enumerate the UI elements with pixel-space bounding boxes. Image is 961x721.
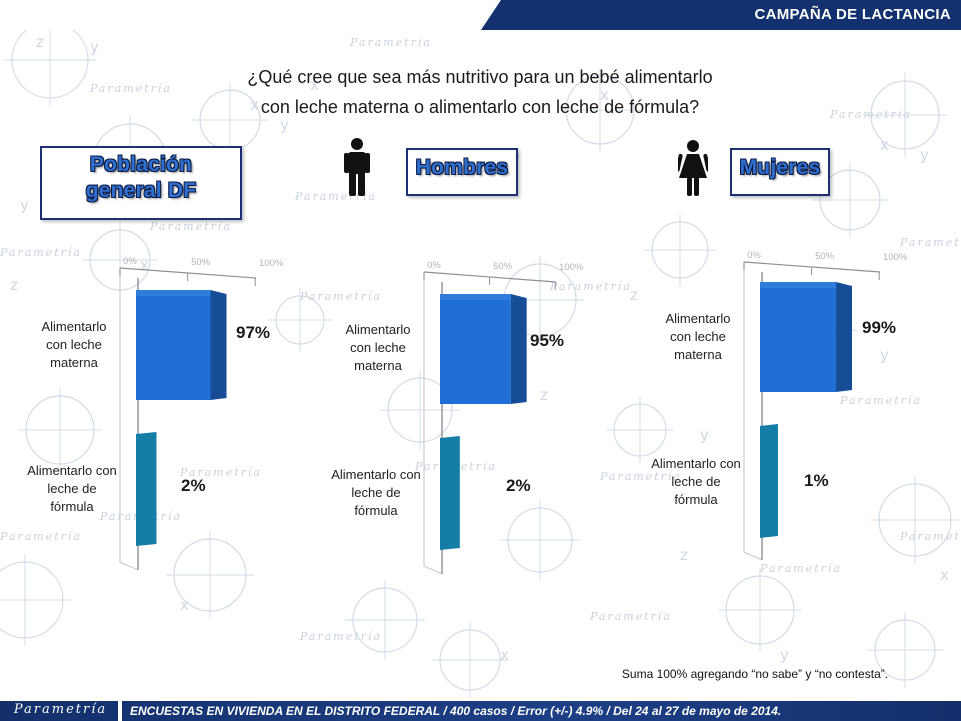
female-person-icon <box>675 140 711 201</box>
question-line-2: con leche materna o alimentarlo con lech… <box>260 97 700 117</box>
tick-label-mujeres: 100% <box>883 252 908 263</box>
watermark-letter: x <box>310 76 319 94</box>
watermark-letter: y <box>700 426 709 444</box>
section-box-mujeres: Mujeres <box>730 148 830 196</box>
watermark-text: Parametría <box>599 470 682 483</box>
watermark-letter: y <box>880 346 889 364</box>
watermark-text: Parametría <box>829 108 912 121</box>
watermark-text: Parametría <box>899 530 961 543</box>
footer-separator <box>118 701 122 721</box>
cat-label-hombres-formula: Alimentarlo con leche de fórmula <box>331 467 421 518</box>
question-line-1: ¿Qué cree que sea más nutritivo para un … <box>247 67 713 87</box>
tick-label-hombres: 100% <box>559 262 584 273</box>
bar-formula-mujeres <box>760 424 778 538</box>
value-label-poblacion-formula: 2% <box>181 476 206 495</box>
watermark-text: Parametría <box>299 630 382 643</box>
value-label-poblacion-materna: 97% <box>236 323 271 342</box>
tick-label-mujeres: 0% <box>747 250 761 261</box>
watermark-text: Parametría <box>299 290 382 303</box>
watermark-text: Parametría <box>89 82 172 95</box>
bar-highlight-poblacion <box>136 290 211 296</box>
watermark-letter: z <box>10 276 18 294</box>
value-label-mujeres-formula: 1% <box>804 471 829 490</box>
tick-label-poblacion: 0% <box>123 256 137 267</box>
footer-survey-info: ENCUESTAS EN VIVIENDA EN EL DISTRITO FED… <box>130 704 782 718</box>
watermark-letter: x <box>500 646 509 664</box>
watermark-letter: y <box>90 38 99 56</box>
bar-materna-poblacion <box>136 290 211 400</box>
watermark-text: Parametría <box>899 236 961 249</box>
header-bar: CAMPAÑA DE LACTANCIA <box>0 0 961 30</box>
watermark-letter: y <box>920 146 929 164</box>
watermark-letter: z <box>680 546 688 564</box>
male-person-icon <box>344 138 370 201</box>
section-box-hombres: Hombres <box>406 148 518 196</box>
watermark-text: Parametría <box>149 220 232 233</box>
value-label-hombres-materna: 95% <box>530 331 565 350</box>
watermark-letter: x <box>600 86 609 104</box>
tick-label-mujeres: 50% <box>815 251 835 262</box>
section-title-hombres: Hombres <box>415 156 509 179</box>
bar-materna-hombres <box>440 294 511 404</box>
watermark-text: Parametría <box>349 36 432 49</box>
watermark-text: Parametría <box>179 466 262 479</box>
watermark-letter: y <box>280 116 289 134</box>
chart-wall-hombres <box>423 272 443 575</box>
bar-side-materna-poblacion <box>210 290 227 400</box>
watermark-text: Parametría <box>759 562 842 575</box>
tick-label-hombres: 50% <box>493 261 513 272</box>
cat-label-mujeres-formula: Alimentarlo con leche de fórmula <box>651 456 741 507</box>
footnote: Suma 100% agregando “no sabe” y “no cont… <box>621 667 889 681</box>
bar-chart-mujeres: 0% 50% 100% <box>743 250 908 561</box>
chart-wall-poblacion <box>119 268 139 571</box>
bar-chart-hombres: 0% 50% 100% <box>423 260 584 575</box>
value-label-mujeres-materna: 99% <box>862 318 897 337</box>
section-title-mujeres: Mujeres <box>739 156 821 179</box>
watermark-letter: x <box>180 596 189 614</box>
header-tab <box>481 0 961 30</box>
watermark-letter: y <box>20 196 29 214</box>
campaign-title: CAMPAÑA DE LACTANCIA <box>754 6 951 23</box>
watermark-letter: x <box>940 566 949 584</box>
bar-formula-hombres <box>440 436 460 550</box>
watermark-text: Parametría <box>0 246 82 259</box>
cat-label-mujeres-materna: Alimentarlo con leche materna <box>665 311 731 362</box>
watermark-text: Parametría <box>839 394 922 407</box>
tick-label-poblacion: 100% <box>259 258 284 269</box>
cat-label-hombres-materna: Alimentarlo con leche materna <box>345 322 411 373</box>
cat-label-poblacion-materna: Alimentarlo con leche materna <box>41 319 107 370</box>
section-title-poblacion: Población general DF <box>85 153 197 202</box>
watermark-text: Parametría <box>549 280 632 293</box>
watermark-letter: z <box>630 286 638 304</box>
bar-materna-mujeres <box>760 282 837 392</box>
watermark-letter: y <box>780 646 789 664</box>
section-box-poblacion: Población general DF <box>40 146 242 220</box>
tick-label-poblacion: 50% <box>191 257 211 268</box>
value-label-hombres-formula: 2% <box>506 476 531 495</box>
watermark-letter: x <box>250 96 259 114</box>
watermark-letter: z <box>540 386 548 404</box>
bar-side-materna-mujeres <box>836 282 853 392</box>
bar-formula-poblacion <box>136 432 157 546</box>
bar-highlight-mujeres <box>760 282 837 288</box>
footer-brand-logo: Parametría <box>13 702 108 717</box>
watermark-letter: x <box>880 136 889 154</box>
tick-label-hombres: 0% <box>427 260 441 271</box>
footer-bar: Parametría ENCUESTAS EN VIVIENDA EN EL D… <box>0 701 961 721</box>
survey-question: ¿Qué cree que sea más nutritivo para un … <box>190 62 770 122</box>
chart-wall-mujeres <box>743 262 763 561</box>
watermark-letter: x <box>140 256 149 274</box>
bar-highlight-hombres <box>440 294 511 300</box>
watermark-letter: z <box>36 33 44 51</box>
bar-side-materna-hombres <box>510 294 527 404</box>
cat-label-poblacion-formula: Alimentarlo con leche de fórmula <box>27 463 117 514</box>
bar-chart-poblacion: 0% 50% 100% <box>119 256 284 571</box>
watermark-text: Parametría <box>589 610 672 623</box>
watermark-text: Parametría <box>0 530 82 543</box>
